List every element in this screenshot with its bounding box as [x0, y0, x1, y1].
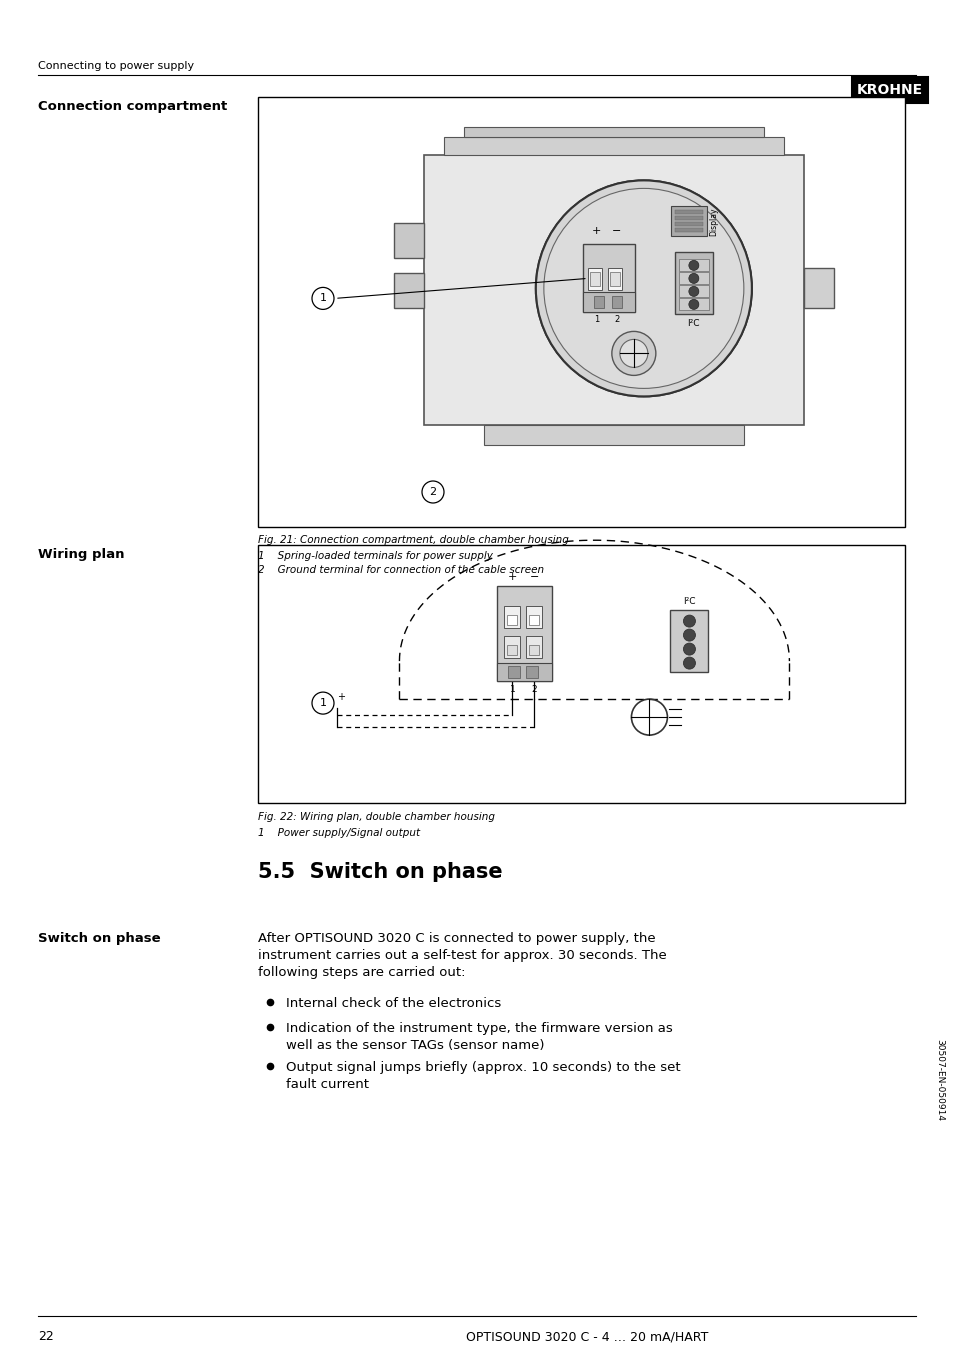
Text: 2    Ground terminal for connection of the cable screen: 2 Ground terminal for connection of the … — [257, 565, 543, 575]
Circle shape — [421, 481, 443, 503]
Bar — [507, 615, 517, 625]
Circle shape — [688, 273, 699, 284]
Text: OPTISOUND 3020 C - 4 … 20 mA/HART: OPTISOUND 3020 C - 4 … 20 mA/HART — [465, 1330, 707, 1343]
Bar — [529, 615, 538, 625]
Text: fault current: fault current — [286, 1078, 369, 1091]
Text: Fig. 22: Wiring plan, double chamber housing: Fig. 22: Wiring plan, double chamber hou… — [257, 813, 495, 822]
Bar — [257, 545, 904, 803]
Bar — [679, 299, 708, 311]
Circle shape — [688, 299, 699, 310]
Bar — [674, 222, 702, 226]
Text: −: − — [612, 226, 621, 237]
Bar — [504, 635, 520, 658]
Circle shape — [312, 692, 334, 714]
Bar — [504, 606, 520, 629]
Bar — [674, 228, 702, 233]
Bar — [423, 155, 803, 425]
Bar — [394, 223, 423, 258]
Text: 1: 1 — [319, 293, 326, 303]
Circle shape — [682, 629, 695, 641]
Text: KROHNE: KROHNE — [856, 82, 923, 97]
Text: 5.5  Switch on phase: 5.5 Switch on phase — [257, 863, 502, 882]
Text: instrument carries out a self-test for approx. 30 seconds. The: instrument carries out a self-test for a… — [257, 949, 666, 963]
Bar — [611, 296, 621, 308]
Bar — [679, 272, 708, 284]
Bar — [394, 273, 423, 308]
Circle shape — [682, 657, 695, 669]
Bar — [582, 245, 634, 312]
Bar — [587, 269, 601, 291]
Text: Display: Display — [708, 207, 717, 235]
Bar — [679, 285, 708, 297]
Bar — [497, 585, 552, 680]
Circle shape — [688, 287, 699, 296]
Text: Connecting to power supply: Connecting to power supply — [38, 61, 193, 72]
Circle shape — [543, 188, 743, 388]
Circle shape — [682, 615, 695, 627]
Text: Output signal jumps briefly (approx. 10 seconds) to the set: Output signal jumps briefly (approx. 10 … — [286, 1061, 679, 1073]
Text: After OPTISOUND 3020 C is connected to power supply, the: After OPTISOUND 3020 C is connected to p… — [257, 932, 655, 945]
Text: 30507-EN-050914: 30507-EN-050914 — [935, 1038, 943, 1121]
Text: I²C: I²C — [682, 598, 695, 606]
Text: 1: 1 — [319, 698, 326, 708]
Text: 1    Power supply/Signal output: 1 Power supply/Signal output — [257, 827, 419, 838]
Circle shape — [688, 261, 699, 270]
Bar — [526, 635, 542, 658]
Bar — [670, 610, 708, 672]
Text: 1    Spring-loaded terminals for power supply: 1 Spring-loaded terminals for power supp… — [257, 552, 493, 561]
Text: Wiring plan: Wiring plan — [38, 548, 125, 561]
Text: 2: 2 — [429, 487, 436, 498]
Text: 1: 1 — [509, 684, 515, 694]
Text: well as the sensor TAGs (sensor name): well as the sensor TAGs (sensor name) — [286, 1038, 544, 1052]
Bar — [803, 269, 833, 308]
Circle shape — [536, 180, 751, 396]
Circle shape — [312, 288, 334, 310]
Text: Fig. 21: Connection compartment, double chamber housing: Fig. 21: Connection compartment, double … — [257, 535, 568, 545]
Circle shape — [688, 261, 699, 270]
Text: following steps are carried out:: following steps are carried out: — [257, 965, 465, 979]
Bar — [674, 216, 702, 220]
Bar — [526, 606, 542, 629]
Circle shape — [619, 339, 647, 368]
Bar — [674, 211, 702, 215]
Bar — [483, 425, 743, 445]
Text: +: + — [507, 572, 517, 581]
Text: Indication of the instrument type, the firmware version as: Indication of the instrument type, the f… — [286, 1022, 672, 1036]
Bar — [507, 645, 517, 656]
Text: Switch on phase: Switch on phase — [38, 932, 160, 945]
Bar — [593, 296, 603, 308]
Text: +: + — [592, 226, 601, 237]
Bar — [670, 207, 706, 237]
Circle shape — [688, 273, 699, 284]
FancyBboxPatch shape — [851, 77, 927, 103]
Text: +: + — [336, 692, 345, 702]
Circle shape — [611, 331, 655, 376]
Bar — [609, 272, 619, 287]
Text: 2: 2 — [614, 315, 618, 324]
Bar — [443, 137, 783, 155]
Circle shape — [688, 287, 699, 296]
Circle shape — [682, 644, 695, 656]
Bar — [497, 662, 552, 680]
Circle shape — [688, 299, 699, 310]
Text: −: − — [529, 572, 538, 581]
Text: I²C: I²C — [687, 319, 700, 329]
Text: Internal check of the electronics: Internal check of the electronics — [286, 996, 500, 1010]
Bar — [508, 665, 520, 677]
Bar — [607, 269, 621, 291]
Bar — [589, 272, 599, 287]
Text: 1: 1 — [594, 315, 598, 324]
Text: 2: 2 — [531, 684, 537, 694]
Bar — [674, 253, 712, 315]
Bar — [463, 127, 763, 137]
Bar — [679, 260, 708, 272]
Bar — [257, 97, 904, 527]
Bar — [529, 645, 538, 656]
Bar — [526, 665, 537, 677]
Text: Connection compartment: Connection compartment — [38, 100, 227, 114]
Bar — [582, 292, 634, 312]
Text: 22: 22 — [38, 1330, 53, 1343]
